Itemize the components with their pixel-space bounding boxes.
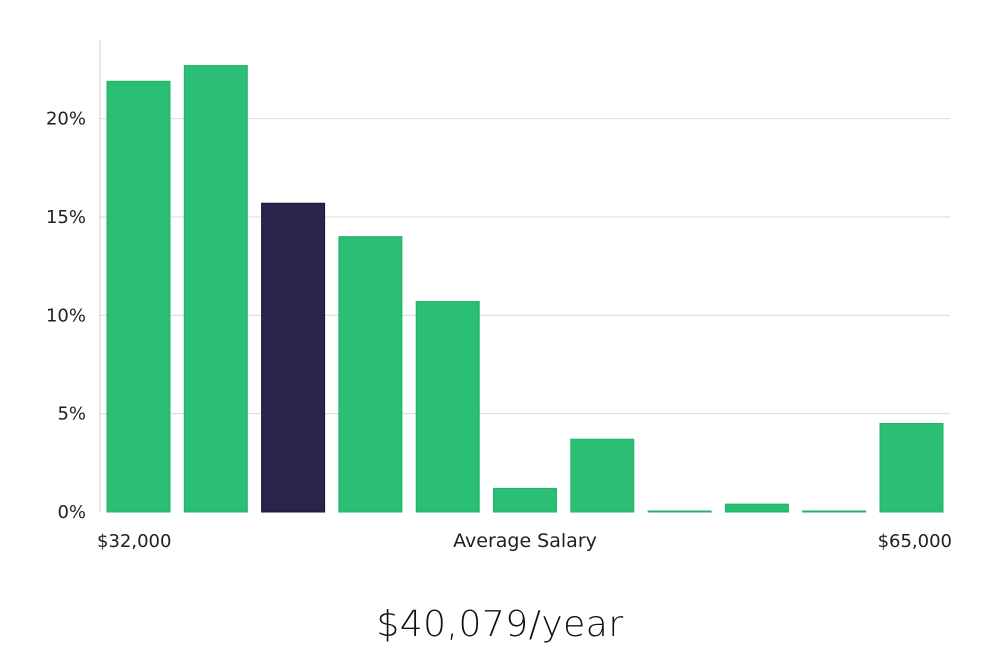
- y-tick-label: 15%: [46, 207, 86, 228]
- bar-highlighted: [261, 202, 326, 513]
- bar: [338, 236, 403, 513]
- bar: [183, 65, 248, 513]
- x-min-label: $32,000: [97, 531, 171, 552]
- bar: [879, 423, 944, 513]
- x-max-label: $65,000: [878, 531, 952, 552]
- average-salary-value: $40,079/year: [376, 604, 624, 645]
- y-tick-label: 20%: [46, 109, 86, 130]
- y-tick-label: 5%: [57, 404, 86, 425]
- bar: [802, 510, 867, 513]
- salary-histogram-chart: 0% 5% 10% 15% 20% $32,000 Average Salary $65…: [46, 40, 952, 552]
- y-tick-labels: 0% 5% 10% 15% 20%: [46, 109, 86, 523]
- bar: [493, 487, 557, 513]
- x-axis-label: Average Salary: [453, 530, 597, 552]
- bar: [570, 438, 635, 513]
- chart-bars: [106, 65, 944, 513]
- y-tick-label: 0%: [57, 502, 86, 523]
- y-tick-label: 10%: [46, 305, 86, 326]
- bar: [724, 503, 789, 513]
- bar: [647, 510, 712, 513]
- bar: [106, 80, 171, 513]
- bar: [415, 301, 480, 513]
